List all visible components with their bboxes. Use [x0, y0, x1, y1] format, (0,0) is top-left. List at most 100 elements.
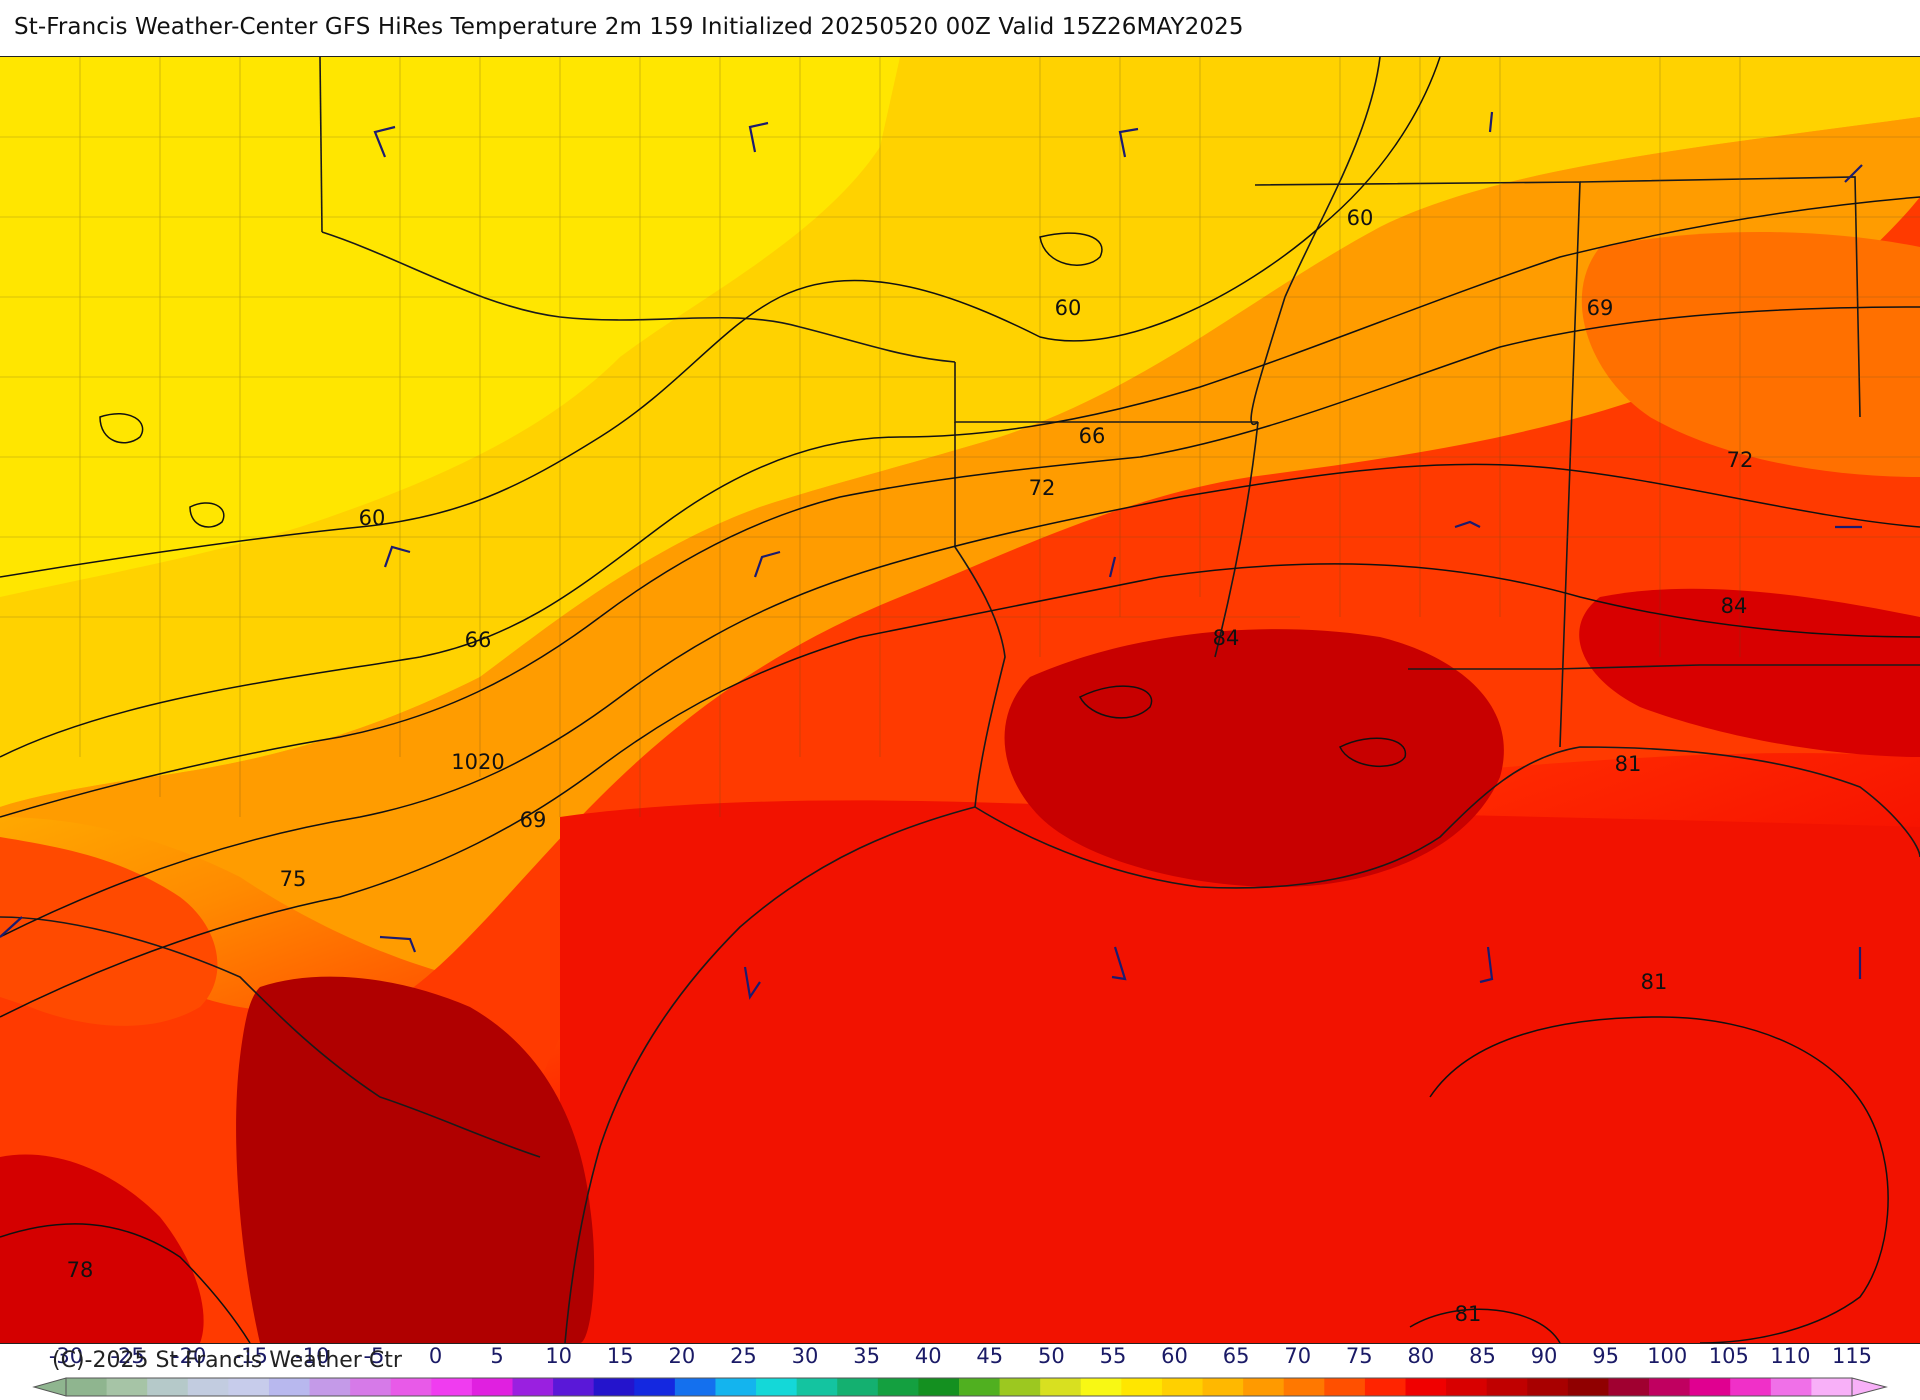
contour-label: 72: [1029, 476, 1056, 500]
map-canvas: 60 60 60 66 66 72 72 69 69 1020 75 78 84 84 81 81 81: [0, 57, 1920, 1343]
colorbar-segment: [796, 1378, 838, 1396]
colorbar-segment: [837, 1378, 879, 1396]
colorbar-tick-label: 15: [606, 1344, 634, 1368]
contour-label: 75: [280, 867, 307, 891]
colorbar-max-arrow: [1851, 1377, 1888, 1397]
contour-label: 72: [1727, 448, 1754, 472]
colorbar-segment: [959, 1378, 1001, 1396]
colorbar-tick-label: 90: [1530, 1344, 1558, 1368]
boundary-lines: [0, 57, 1920, 1343]
colorbar-segment: [674, 1378, 716, 1396]
hot-area-southwest: [0, 1154, 204, 1343]
colorbar-segment: [1730, 1378, 1772, 1396]
colorbar-segment: [1527, 1378, 1569, 1396]
hot-area-south-texas: [236, 976, 595, 1343]
colorbar-segment: [431, 1378, 473, 1396]
colorbar-segment: [1567, 1378, 1609, 1396]
colorbar-segment: [268, 1378, 311, 1396]
colorbar-tick-label: 85: [1469, 1344, 1496, 1368]
colorbar-segment: [350, 1378, 392, 1396]
colorbar-segment: [1121, 1378, 1163, 1396]
colorbar-tick-label: 105: [1708, 1344, 1749, 1368]
colorbar-tick-label: 50: [1038, 1344, 1065, 1368]
colorbar-tick-label: 80: [1407, 1344, 1435, 1368]
colorbar-segment: [553, 1378, 595, 1396]
colorbar-tick-label: 5: [490, 1344, 504, 1368]
colorbar-segment: [187, 1378, 229, 1396]
colorbar-segment: [390, 1378, 432, 1396]
colorbar-tick-label: -30: [48, 1344, 84, 1368]
contour-label: 81: [1641, 970, 1668, 994]
colorbar-segment: [106, 1378, 148, 1396]
colorbar-segment: [1324, 1378, 1366, 1396]
colorbar-tick-label: 115: [1831, 1344, 1873, 1368]
colorbar-segment: [471, 1378, 513, 1396]
colorbar-tick-label: 40: [914, 1344, 942, 1368]
contour-label: 66: [1079, 424, 1106, 448]
colorbar-tick-label: 0: [428, 1344, 443, 1368]
colorbar-segment: [918, 1378, 960, 1396]
colorbar-tick-label: 65: [1222, 1344, 1250, 1368]
contour-label: 60: [359, 506, 386, 530]
colorbar-segment: [1243, 1378, 1285, 1396]
colorbar-tick-label: -5: [363, 1344, 385, 1368]
contour-label: 78: [67, 1258, 94, 1282]
contour-label: 84: [1213, 626, 1240, 650]
colorbar-tick-labels: -30 -25 -20 -15 -10 -5 0 5 10 15 20 25 30 35 40 45 50 55 6…: [0, 1344, 1920, 1370]
colorbar-segment: [1649, 1378, 1691, 1396]
contour-label: 1020: [451, 750, 504, 774]
colorbar-segment: [1608, 1378, 1650, 1396]
copyright-text: (C)-2025 St Francis Weather Ctr: [52, 1348, 402, 1373]
colorbar-tick-label: -20: [172, 1344, 207, 1368]
colorbar-tick-label: 55: [1099, 1344, 1127, 1368]
band-orange: [0, 117, 1920, 977]
colorbar-segment: [1486, 1378, 1528, 1396]
colorbar-tick-label: 45: [976, 1344, 1004, 1368]
colorbar-segment: [1364, 1378, 1406, 1396]
contour-label: 69: [520, 808, 547, 832]
colorbar-segment: [66, 1378, 108, 1396]
contour-label-layer: 60 60 60 66 66 72 72 69 69 1020 75 78 84 84 81 81 81: [67, 206, 1754, 1326]
colorbar-tick-label: 25: [730, 1344, 757, 1368]
colorbar-tick-label: 60: [1161, 1344, 1188, 1368]
colorbar-tick-label: 20: [668, 1344, 696, 1368]
colorbar-tick-label: 10: [545, 1344, 573, 1368]
contour-label: 69: [1587, 296, 1614, 320]
colorbar-tick-label: 110: [1770, 1344, 1811, 1368]
colorbar-segment: [715, 1378, 757, 1396]
band-bright-yellow: [0, 57, 900, 597]
colorbar-segment: [1446, 1378, 1488, 1396]
colorbar-segment: [1770, 1378, 1812, 1396]
contour-label: 66: [465, 628, 492, 652]
wind-barbs: [0, 111, 1863, 1000]
gulf-red: [560, 800, 1920, 1343]
contour-label: 84: [1721, 594, 1748, 618]
colorbar-segment: [1283, 1378, 1325, 1396]
county-grid: [0, 57, 1920, 817]
colorbar-segment: [1040, 1378, 1082, 1396]
colorbar-tick-label: 35: [853, 1344, 880, 1368]
temperature-map[interactable]: 60 60 60 66 66 72 72 69 69 1020 75 78 84 84 81 81 81: [0, 56, 1920, 1344]
map-title: St-Francis Weather-Center GFS HiRes Temp…: [14, 14, 1244, 40]
colorbar-tick-label: -15: [233, 1344, 268, 1368]
colorbar-segment: [1689, 1378, 1731, 1396]
hot-area-far-east: [1579, 588, 1920, 757]
colorbar-tick-label: 75: [1345, 1344, 1373, 1368]
colorbar-segment: [1080, 1378, 1122, 1396]
colorbar-segment: [634, 1378, 676, 1396]
colorbar-tick-label: 70: [1284, 1344, 1312, 1368]
contour-lines: [0, 57, 1920, 1343]
warm-area-northeast: [1581, 232, 1920, 477]
colorbar-segment: [1161, 1378, 1204, 1396]
colorbar-segment: [1202, 1378, 1244, 1396]
colorbar-segment: [512, 1378, 554, 1396]
colorbar-min-arrow: [32, 1377, 67, 1397]
colorbar-tick-label: 95: [1592, 1344, 1620, 1368]
contour-label: 81: [1615, 752, 1642, 776]
contour-label: 81: [1455, 1302, 1482, 1326]
colorbar-segment: [877, 1378, 919, 1396]
colorbar-segment: [593, 1378, 635, 1396]
hot-area-east: [1004, 629, 1504, 887]
colorbar-segment: [999, 1378, 1041, 1396]
colorbar-segment: [147, 1378, 189, 1396]
